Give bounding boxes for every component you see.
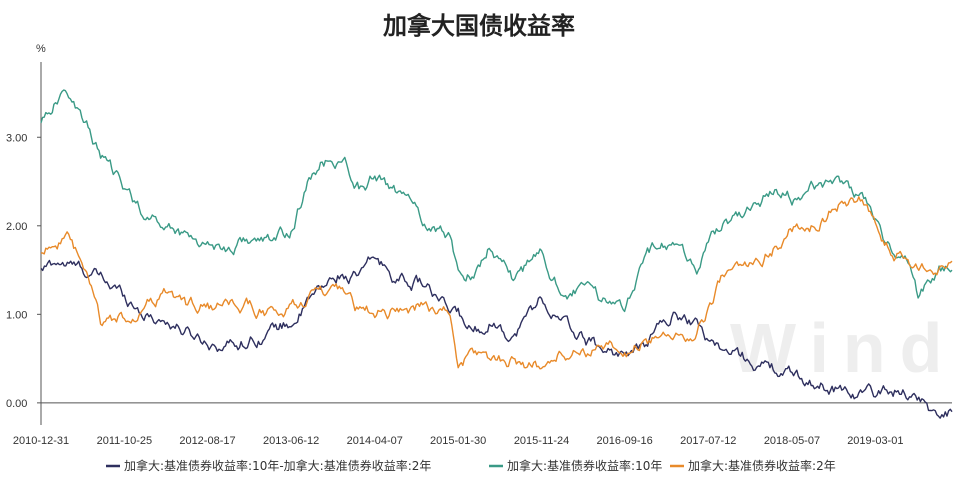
x-tick-label: 2017-07-12: [680, 435, 736, 447]
series-line-2: [40, 89, 953, 313]
x-tick-label: 2015-01-30: [430, 435, 486, 447]
x-tick-label: 2018-05-07: [764, 435, 820, 447]
y-axis-unit: %: [36, 43, 46, 55]
series-line-1: [40, 256, 953, 419]
legend-label-1: 加拿大:基准债券收益率:10年-加拿大:基准债券收益率:2年: [124, 458, 431, 473]
chart-axes: % 0.00 1.00 2.00 3.00 2010-12-31 2011-10-25 201…: [6, 43, 952, 447]
x-tick-label: 2013-06-12: [263, 435, 319, 447]
x-tick-label: 2012-08-17: [179, 435, 235, 447]
x-tick-label: 2016-09-16: [597, 435, 653, 447]
plot-area: [40, 89, 953, 419]
x-tick-label: 2015-11-24: [514, 435, 569, 447]
x-tick-label: 2014-04-07: [347, 435, 403, 447]
y-tick-label: 1.00: [6, 309, 27, 321]
chart-title: 加拿大国债收益率: [383, 12, 575, 40]
x-tick-label: 2019-03-01: [847, 435, 903, 447]
legend-label-2: 加拿大:基准债券收益率:10年: [507, 458, 662, 473]
y-tick-label: 3.00: [6, 132, 27, 144]
x-tick-label: 2011-10-25: [97, 435, 152, 447]
x-tick-label: 2010-12-31: [13, 435, 69, 447]
y-tick-label: 0.00: [6, 398, 27, 410]
series-line-3: [40, 196, 953, 370]
wind-watermark: Wind: [730, 309, 956, 387]
y-tick-label: 2.00: [6, 221, 27, 233]
legend-label-3: 加拿大:基准债券收益率:2年: [688, 458, 836, 473]
chart-legend: 加拿大:基准债券收益率:10年-加拿大:基准债券收益率:2年 加拿大:基准债券收益…: [106, 458, 836, 473]
